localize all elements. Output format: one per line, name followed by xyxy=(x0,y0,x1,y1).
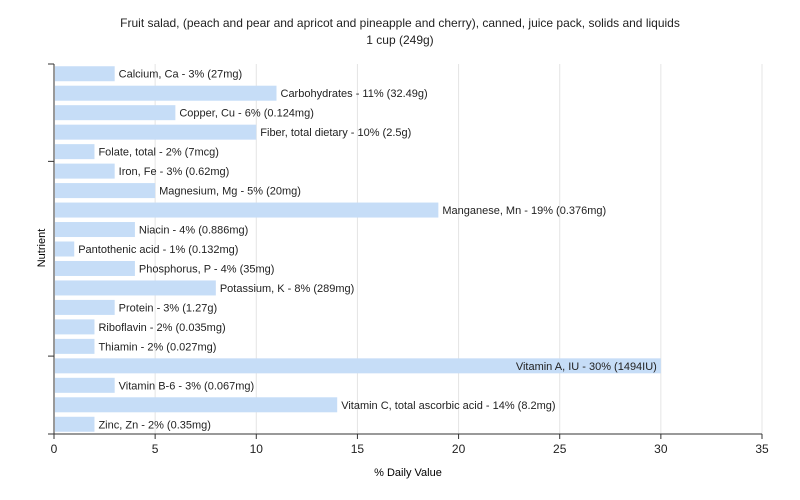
bar xyxy=(55,338,95,354)
bar-label: Calcium, Ca - 3% (27mg) xyxy=(119,69,242,81)
bar-label: Riboflavin - 2% (0.035mg) xyxy=(98,322,225,334)
bar xyxy=(55,105,176,121)
bar-label: Potassium, K - 8% (289mg) xyxy=(220,283,354,295)
bar xyxy=(55,85,277,101)
bars: Calcium, Ca - 3% (27mg) Carbohydrates - 1… xyxy=(55,66,661,432)
bar xyxy=(55,144,95,160)
bar xyxy=(55,397,338,413)
bar-label: Iron, Fe - 3% (0.62mg) xyxy=(119,166,230,178)
bar xyxy=(55,124,257,140)
bar xyxy=(55,280,216,296)
bar-label: Copper, Cu - 6% (0.124mg) xyxy=(179,108,314,120)
bar xyxy=(55,299,115,315)
bar-label: Fiber, total dietary - 10% (2.5g) xyxy=(260,127,411,139)
axes: 0 5 10 15 20 25 30 35 xyxy=(48,63,769,456)
chart-subtitle: 1 cup (249g) xyxy=(366,33,434,47)
bar-label: Pantothenic acid - 1% (0.132mg) xyxy=(78,244,238,256)
bar xyxy=(55,222,135,238)
bar xyxy=(55,416,95,432)
bar xyxy=(55,319,95,335)
bar-label: Vitamin A, IU - 30% (1494IU) xyxy=(516,361,657,373)
bar xyxy=(55,183,156,199)
bar-label: Thiamin - 2% (0.027mg) xyxy=(98,341,216,353)
bar-label: Manganese, Mn - 19% (0.376mg) xyxy=(442,205,606,217)
x-tick-label: 5 xyxy=(152,442,159,456)
x-axis-label: % Daily Value xyxy=(374,467,442,479)
bar-label: Protein - 3% (1.27g) xyxy=(119,302,217,314)
bar-label: Vitamin B-6 - 3% (0.067mg) xyxy=(119,380,255,392)
bar xyxy=(55,202,439,218)
x-tick-label: 25 xyxy=(553,442,567,456)
bar-label: Phosphorus, P - 4% (35mg) xyxy=(139,263,275,275)
x-tick-label: 0 xyxy=(51,442,58,456)
bar xyxy=(55,66,115,82)
bar-label: Vitamin C, total ascorbic acid - 14% (8.… xyxy=(341,400,555,412)
x-tick-label: 10 xyxy=(250,442,264,456)
x-tick-label: 15 xyxy=(351,442,365,456)
bar xyxy=(55,260,135,276)
bar-label: Zinc, Zn - 2% (0.35mg) xyxy=(98,419,210,431)
bar-label: Niacin - 4% (0.886mg) xyxy=(139,225,248,237)
bar-label: Carbohydrates - 11% (32.49g) xyxy=(281,88,428,100)
x-tick-label: 35 xyxy=(755,442,769,456)
bar xyxy=(55,163,115,179)
x-tick-label: 20 xyxy=(452,442,466,456)
bar xyxy=(55,358,661,374)
bar-label: Magnesium, Mg - 5% (20mg) xyxy=(159,186,301,198)
chart-title: Fruit salad, (peach and pear and apricot… xyxy=(120,16,680,30)
x-tick-label: 30 xyxy=(654,442,668,456)
bar xyxy=(55,241,75,257)
bar xyxy=(55,377,115,393)
bar-label: Folate, total - 2% (7mcg) xyxy=(98,147,218,159)
y-axis-label: Nutrient xyxy=(36,229,48,268)
